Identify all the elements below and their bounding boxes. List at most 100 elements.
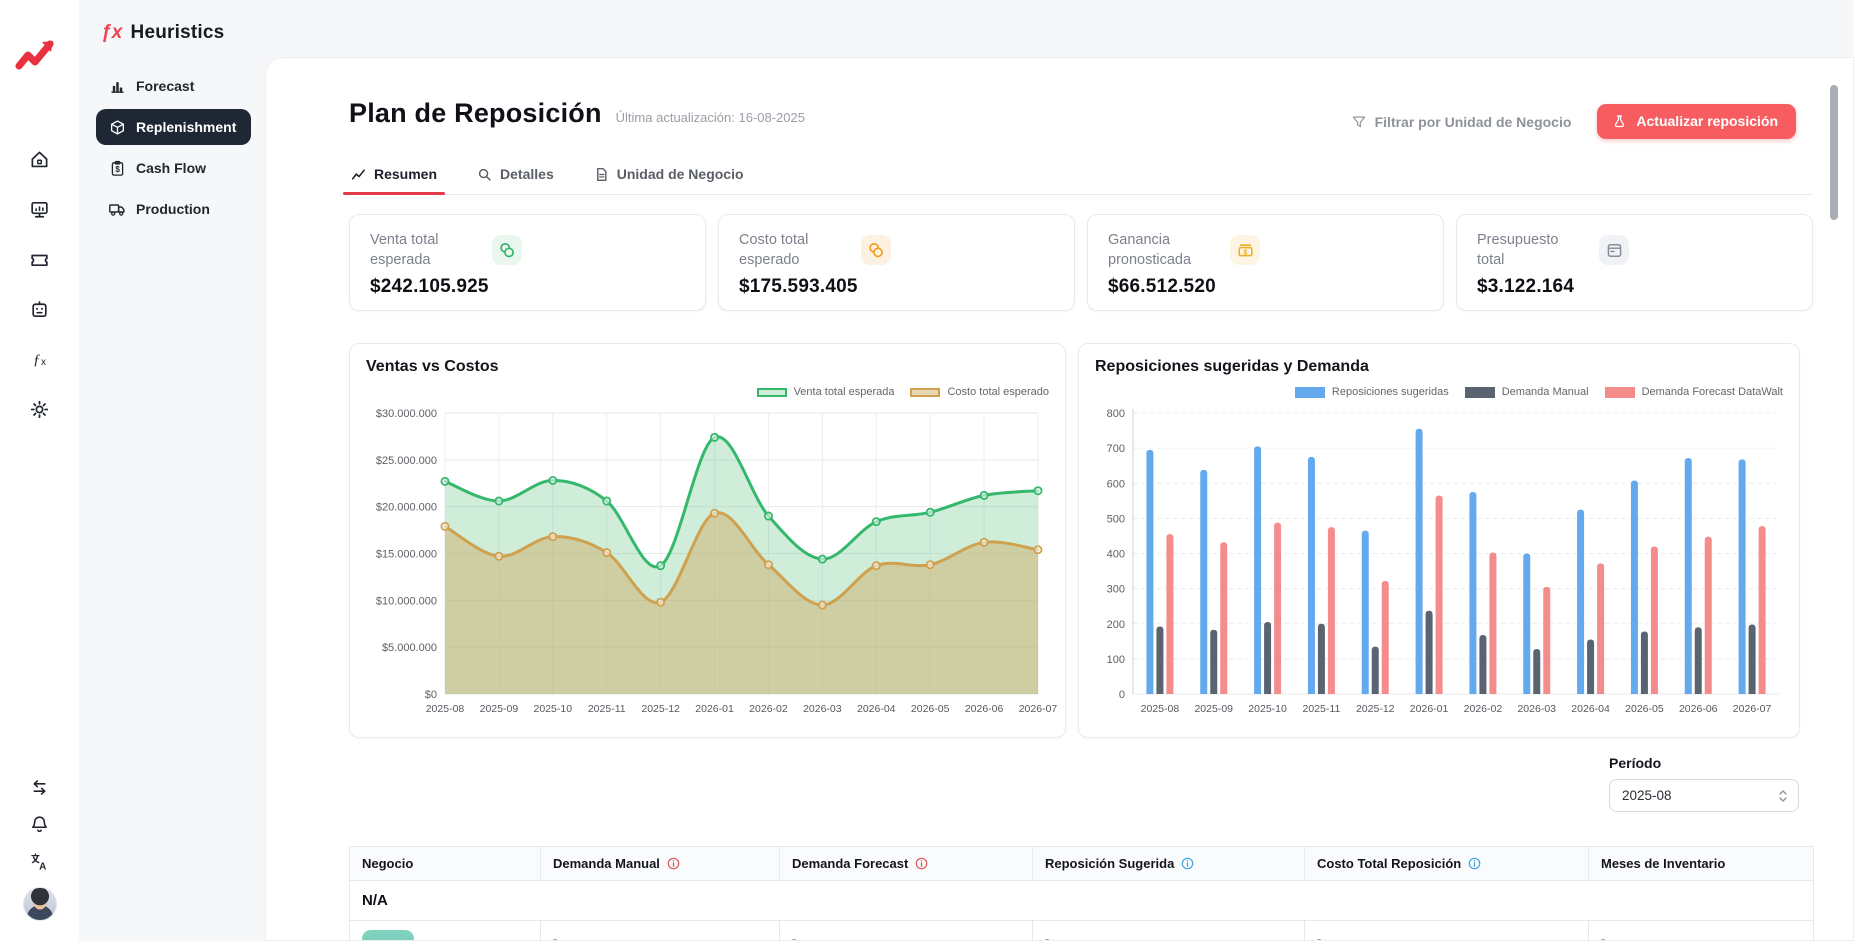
table-row[interactable]: - - - - -: [350, 921, 1814, 941]
tab-resumen[interactable]: Resumen: [349, 160, 439, 194]
info-icon[interactable]: [1468, 857, 1481, 870]
truck-icon: [108, 200, 126, 218]
user-avatar[interactable]: [23, 887, 57, 921]
svg-text:$20.000.000: $20.000.000: [376, 502, 437, 514]
sidebar-nav: Forecast Replenishment $ Cash Flow Produ…: [96, 68, 251, 227]
col-costo-total-reposicion: Costo Total Reposición: [1305, 847, 1589, 881]
sidebar: ƒx Heuristics Forecast Replenishment $: [79, 0, 265, 941]
ticket-icon[interactable]: [29, 248, 51, 270]
svg-text:500: 500: [1107, 513, 1125, 525]
svg-text:$15.000.000: $15.000.000: [376, 549, 437, 561]
sidebar-item-forecast[interactable]: Forecast: [96, 68, 251, 104]
svg-text:2025-10: 2025-10: [1248, 703, 1287, 715]
kpi-value: $242.105.925: [370, 276, 687, 298]
svg-text:2025-08: 2025-08: [1141, 703, 1180, 715]
funnel-icon: [1351, 114, 1367, 130]
notifications-bell-icon[interactable]: [29, 813, 51, 835]
svg-text:200: 200: [1107, 619, 1125, 631]
svg-text:2025-12: 2025-12: [1356, 703, 1395, 715]
collapse-arrows-icon[interactable]: [29, 776, 51, 798]
kpi-card-costo-total: Costo total esperado $175.593.405: [718, 214, 1075, 311]
settings-gear-icon[interactable]: [29, 398, 51, 420]
svg-text:2026-06: 2026-06: [1679, 703, 1718, 715]
cell-costo-total: -: [1305, 921, 1589, 941]
info-icon[interactable]: [1181, 857, 1194, 870]
kpi-value: $66.512.520: [1108, 276, 1425, 298]
tab-label: Detalles: [500, 166, 554, 182]
flask-icon: [1612, 114, 1627, 129]
vertical-scrollbar-thumb[interactable]: [1830, 85, 1838, 220]
svg-text:2026-05: 2026-05: [1625, 703, 1664, 715]
table-group-row: N/A: [350, 881, 1814, 921]
coins-icon: [492, 235, 522, 265]
translate-icon[interactable]: A: [29, 850, 51, 872]
col-meses-inventario: Meses de Inventario: [1589, 847, 1814, 881]
sidebar-item-cash-flow[interactable]: $ Cash Flow: [96, 150, 251, 186]
svg-text:600: 600: [1107, 478, 1125, 490]
logo-zigzag-arrow-icon: [15, 36, 61, 78]
budget-card-icon: [1599, 235, 1629, 265]
dashboard-monitor-icon[interactable]: [29, 198, 51, 220]
svg-text:2026-07: 2026-07: [1019, 703, 1058, 715]
sidebar-item-replenishment[interactable]: Replenishment: [96, 109, 251, 145]
svg-text:A: A: [39, 861, 46, 872]
replenishment-dashboard: ƒx A ƒx Heuristics: [0, 0, 1854, 941]
cell-demanda-forecast: -: [780, 921, 1033, 941]
tab-unidad-negocio[interactable]: Unidad de Negocio: [592, 160, 746, 194]
svg-text:2026-01: 2026-01: [1410, 703, 1449, 715]
update-replenishment-button[interactable]: Actualizar reposición: [1597, 104, 1796, 139]
functions-icon[interactable]: ƒx: [29, 348, 51, 370]
svg-text:$30.000.000: $30.000.000: [376, 408, 437, 420]
brand-name: Heuristics: [131, 22, 225, 44]
svg-text:$5.000.000: $5.000.000: [382, 642, 437, 654]
charts-row: Ventas vs Costos Venta total esperadaCos…: [349, 343, 1800, 738]
svg-text:100: 100: [1107, 654, 1125, 666]
kpi-label: Costo total esperado: [739, 230, 847, 271]
svg-text:2026-05: 2026-05: [911, 703, 950, 715]
line-area-chart: $0$5.000.000$10.000.000$15.000.000$20.00…: [350, 344, 1067, 739]
line-chart-icon: [351, 167, 366, 182]
bar-chart-icon: [108, 77, 126, 95]
replenishment-table: Negocio Demanda Manual Demanda Forecast …: [349, 846, 1813, 941]
brand: ƒx Heuristics: [101, 22, 224, 44]
kpi-row: Venta total esperada $242.105.925 Costo …: [349, 214, 1813, 311]
ventas-vs-costos-chart-card: Ventas vs Costos Venta total esperadaCos…: [349, 343, 1066, 738]
sidebar-item-label: Cash Flow: [136, 160, 206, 176]
filter-label: Filtrar por Unidad de Negocio: [1375, 114, 1572, 130]
group-label: N/A: [350, 881, 1814, 921]
kpi-value: $3.122.164: [1477, 276, 1794, 298]
assistant-bot-icon[interactable]: [29, 298, 51, 320]
update-button-label: Actualizar reposición: [1636, 113, 1778, 129]
svg-text:2025-11: 2025-11: [1303, 703, 1341, 715]
sidebar-item-label: Replenishment: [136, 119, 236, 135]
package-box-icon: [108, 118, 126, 136]
cell-demanda-manual: -: [541, 921, 780, 941]
home-icon[interactable]: [29, 148, 51, 170]
svg-text:300: 300: [1107, 584, 1125, 596]
period-select[interactable]: 2025-08: [1609, 779, 1799, 812]
col-demanda-manual: Demanda Manual: [541, 847, 780, 881]
cell-meses-inventario: -: [1589, 921, 1814, 941]
svg-text:$10.000.000: $10.000.000: [376, 595, 437, 607]
svg-text:2026-03: 2026-03: [1517, 703, 1556, 715]
tab-bar: Resumen Detalles Unidad de Negocio: [349, 160, 1813, 195]
svg-text:2025-09: 2025-09: [1194, 703, 1233, 715]
app-logo[interactable]: [15, 36, 61, 78]
svg-text:2026-03: 2026-03: [803, 703, 842, 715]
svg-text:$: $: [115, 165, 120, 174]
tab-detalles[interactable]: Detalles: [475, 160, 556, 194]
business-badge: [362, 930, 414, 941]
kpi-label: Presupuesto total: [1477, 230, 1585, 271]
svg-text:2026-04: 2026-04: [857, 703, 896, 715]
sidebar-item-label: Production: [136, 201, 210, 217]
svg-text:x: x: [41, 357, 46, 368]
svg-text:700: 700: [1107, 443, 1125, 455]
svg-text:2026-06: 2026-06: [965, 703, 1004, 715]
filter-business-unit-link[interactable]: Filtrar por Unidad de Negocio: [1351, 114, 1572, 130]
brand-fx-icon: ƒx: [101, 22, 123, 44]
document-icon: [594, 167, 609, 182]
sidebar-item-production[interactable]: Production: [96, 191, 251, 227]
info-icon[interactable]: [915, 857, 928, 870]
info-icon[interactable]: [667, 857, 680, 870]
reposiciones-demanda-chart-card: Reposiciones sugeridas y Demanda Reposic…: [1078, 343, 1800, 738]
